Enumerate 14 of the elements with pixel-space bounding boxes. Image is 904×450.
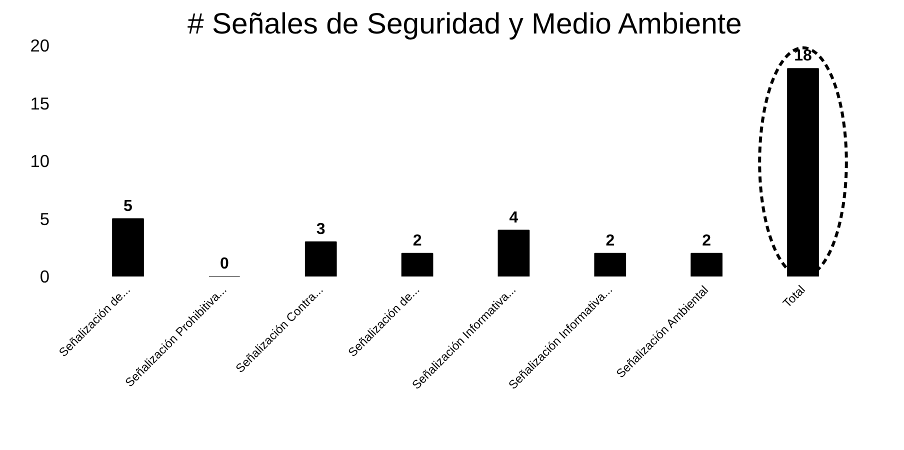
y-tick-label: 20	[30, 36, 50, 56]
data-label: 3	[316, 220, 326, 238]
data-label: 2	[702, 232, 712, 250]
data-label: 2	[606, 232, 615, 250]
data-label: 4	[509, 209, 518, 226]
data-label: 0	[220, 256, 229, 272]
chart-title: # Señales de Seguridad y Medio Ambiente	[188, 8, 742, 40]
y-tick-label: 10	[30, 151, 50, 171]
data-label: 18	[794, 48, 812, 65]
data-label: 5	[124, 198, 133, 215]
y-tick-label: 5	[40, 208, 50, 229]
y-tick-label: 15	[30, 93, 50, 114]
data-label: 2	[412, 232, 422, 250]
y-tick-label: 0	[40, 266, 50, 286]
